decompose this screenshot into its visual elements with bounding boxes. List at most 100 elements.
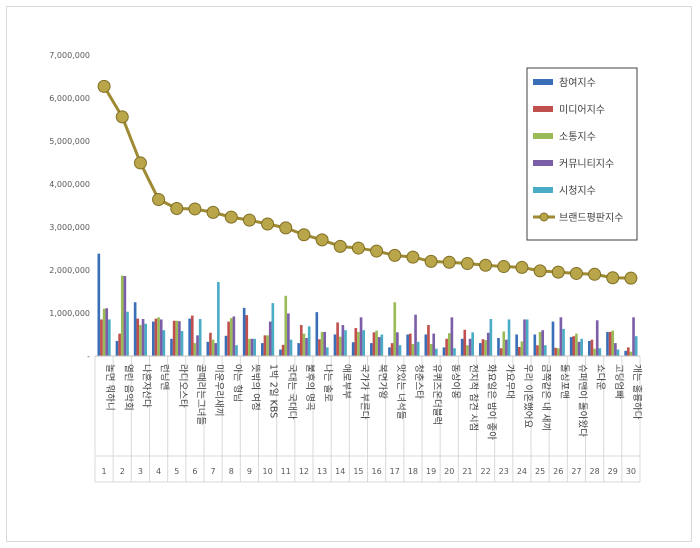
bar [139, 325, 142, 356]
rank-number: 4 [156, 467, 161, 476]
bar [318, 339, 321, 356]
rank-number: 17 [390, 467, 400, 476]
rank-number: 24 [517, 467, 527, 476]
bar [626, 347, 630, 356]
bar [123, 276, 127, 356]
bar [380, 334, 384, 356]
bar [305, 337, 308, 356]
bar [411, 343, 415, 356]
category-label: 전지적 참견 시점 [467, 364, 479, 431]
bar [157, 317, 160, 356]
bar [144, 323, 147, 356]
bar [572, 336, 576, 356]
brand-index-point [442, 255, 456, 269]
bar [611, 330, 615, 356]
bar [466, 345, 469, 356]
bar [429, 343, 433, 356]
bar [538, 331, 542, 356]
category-label: 애로부부 [340, 364, 351, 399]
category-label: 국가가 부른다 [358, 364, 369, 420]
bar [359, 317, 363, 356]
bar [505, 339, 508, 356]
brand-index-point [115, 110, 129, 124]
rank-number: 19 [426, 467, 436, 476]
bar [497, 337, 500, 356]
brand-index-point [224, 210, 238, 224]
rank-number: 23 [499, 467, 509, 476]
bar [170, 338, 173, 356]
bar [396, 332, 399, 356]
bar [100, 319, 103, 356]
rank-number: 6 [192, 467, 197, 476]
category-label: 개는 훌륭하다 [631, 364, 643, 420]
brand-index-point [406, 250, 420, 264]
legend-label: 참여지수 [559, 77, 596, 89]
bar [614, 343, 617, 356]
legend-line-marker [539, 212, 549, 222]
legend-label: 시청지수 [559, 185, 596, 197]
legend-box [526, 67, 638, 241]
rank-number: 5 [174, 467, 179, 476]
brand-index-point [152, 192, 166, 206]
bar [315, 312, 319, 356]
brand-index-point [460, 257, 474, 271]
rank-number: 14 [335, 467, 345, 476]
category-label: 불후의 명곡 [304, 364, 315, 411]
bar [442, 347, 446, 356]
category-label: 슈퍼맨이 돌아왔다 [576, 364, 587, 437]
bar [175, 320, 179, 356]
bar [227, 321, 230, 356]
rank-number: 20 [444, 467, 454, 476]
bar [406, 334, 409, 356]
bar [320, 331, 324, 356]
rank-number: 28 [589, 467, 599, 476]
bar [525, 319, 529, 356]
bar [427, 325, 430, 356]
bar [608, 331, 612, 356]
bar [287, 313, 290, 356]
bar [556, 348, 560, 356]
bar [307, 326, 311, 356]
bar [481, 339, 485, 356]
bar [180, 331, 184, 356]
rank-number: 26 [553, 467, 563, 476]
brand-index-point [388, 248, 402, 262]
bar [523, 319, 526, 356]
brand-index-point [551, 265, 565, 279]
bar [289, 339, 293, 356]
brand-index-point [497, 260, 511, 274]
bar [569, 337, 573, 356]
bar [544, 345, 547, 356]
legend-swatch [533, 187, 553, 193]
bar [250, 338, 254, 356]
bar [336, 322, 339, 356]
brand-index-point [351, 241, 365, 255]
category-label: 런닝맨 [159, 364, 170, 390]
bar [299, 325, 303, 356]
bar [590, 339, 594, 356]
bar [414, 314, 417, 356]
bar [229, 318, 233, 356]
y-tick-label: 6,000,000 [49, 94, 90, 103]
brand-index-point [333, 239, 347, 253]
bar [536, 345, 539, 356]
rank-number: 13 [317, 467, 327, 476]
bar [115, 340, 119, 356]
bar [172, 320, 176, 356]
brand-index-point [515, 260, 529, 274]
rank-number: 12 [299, 467, 309, 476]
brand-index-point [424, 254, 438, 268]
bar [232, 316, 236, 356]
bar [507, 319, 511, 356]
bar [468, 338, 472, 356]
bar [357, 331, 360, 356]
brand-index-point [97, 79, 111, 93]
rank-number: 15 [353, 467, 363, 476]
bar [242, 307, 246, 356]
bar [333, 334, 337, 356]
bar [388, 347, 391, 356]
brand-index-point [370, 244, 384, 258]
category-label: 쇼다운 [595, 364, 606, 390]
category-label: 국대는 국대다 [286, 364, 297, 420]
